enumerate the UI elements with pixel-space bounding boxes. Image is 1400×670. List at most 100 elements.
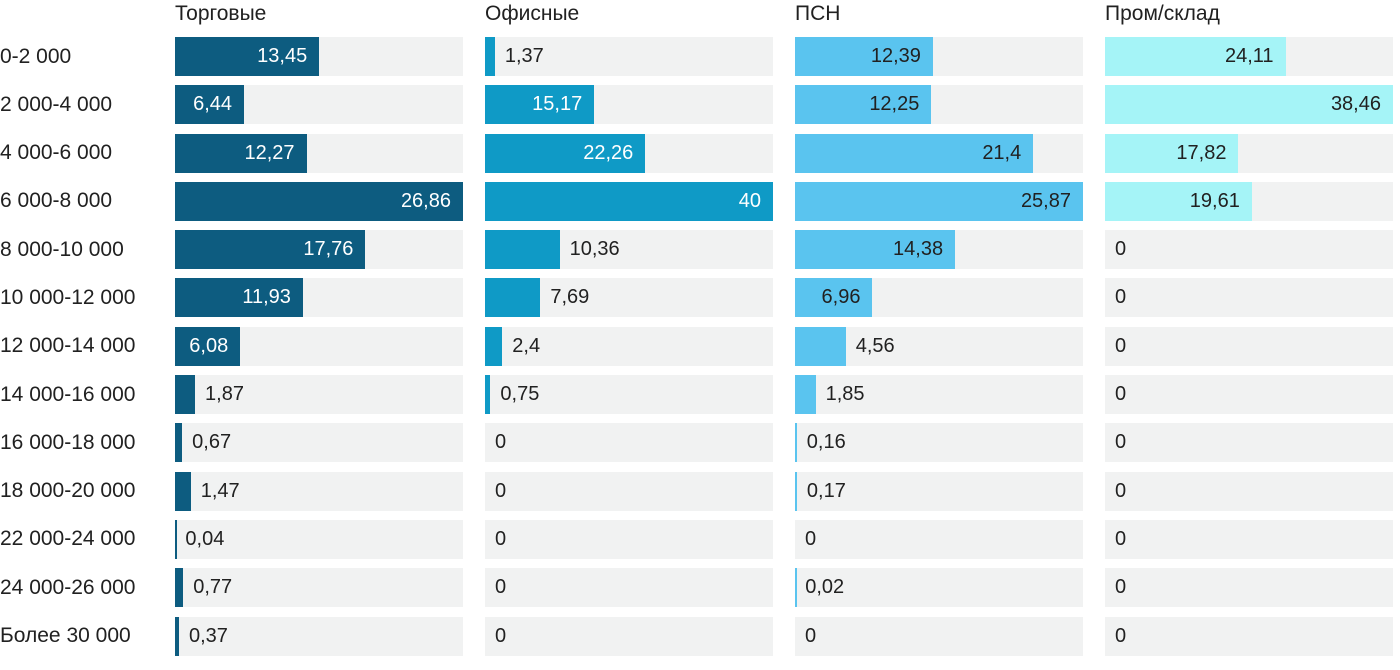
bar-fill[interactable] [795,85,932,125]
bar-value-label: 0 [1115,238,1127,261]
bar-track: 38,46 [1105,85,1393,125]
bar-fill[interactable] [485,278,541,318]
bar-track: 6,96 [795,278,1083,318]
bar-fill[interactable] [175,37,320,76]
bar-value-label: 10,36 [569,238,620,261]
bar-track: 0 [1105,423,1393,463]
bar-value-label: 0 [1115,286,1127,309]
bar-fill[interactable] [795,181,1083,221]
bar-fill[interactable] [795,375,816,415]
bar-fill[interactable] [795,568,797,608]
bar-track: 0 [485,471,773,511]
bar-track: 0 [1105,375,1393,415]
bar-track: 13,45 [175,37,463,76]
bar-fill[interactable] [795,133,1034,173]
bar-fill[interactable] [1105,181,1252,221]
bar-track: 0 [1105,278,1393,318]
bar-value-label: 0 [1115,479,1127,502]
bar-track: 1,37 [485,37,773,76]
bar-fill[interactable] [795,423,797,463]
bar-fill[interactable] [175,471,191,511]
bar-fill[interactable] [485,326,503,366]
row-label: 22 000-24 000 [0,527,136,551]
bar-track: 0 [1105,326,1393,366]
bar-fill[interactable] [485,133,646,173]
bar-fill[interactable] [485,37,495,76]
row-label: 6 000-8 000 [0,189,113,213]
bar-value-label: 0 [1115,624,1127,647]
bar-track: 15,17 [485,85,773,125]
bar-value-label: 0,02 [805,576,845,599]
bar-value-label: 14,38 [893,238,944,261]
bar-value-label: 25,87 [1020,189,1071,212]
bar-value-label: 0 [495,527,507,550]
chart-rows: 0-2 000 13,45 1,37 12,39 24,11 2 000-4 0… [0,37,1393,656]
bar-fill[interactable] [175,423,183,463]
bar-track: 24,11 [1105,37,1393,76]
bar-fill[interactable] [795,230,956,270]
bar-value-label: 26,86 [400,189,451,212]
bar-fill[interactable] [485,181,773,221]
bar-value-label: 0 [495,431,507,454]
bar-track: 40 [485,181,773,221]
bar-track: 11,93 [175,278,463,318]
bar-fill[interactable] [175,85,245,125]
bar-value-label: 0,77 [193,576,233,599]
bar-fill[interactable] [485,375,491,415]
header-row: Торговые Офисные ПСН Пром/склад [0,0,1393,37]
column-header-1: Торговые [175,2,267,25]
bar-fill[interactable] [175,230,366,270]
bar-track: 0 [485,423,773,463]
bar-fill[interactable] [795,326,846,366]
bar-track: 0 [485,616,773,656]
bar-track: 1,87 [175,375,463,415]
bar-fill[interactable] [175,616,179,656]
bar-fill[interactable] [795,278,873,318]
bar-value-label: 0 [495,479,507,502]
row-label: 14 000-16 000 [0,382,136,406]
bar-fill[interactable] [175,326,241,366]
bar-fill[interactable] [175,133,307,173]
bar-track: 17,76 [175,230,463,270]
bar-fill[interactable] [795,471,797,511]
bar-fill[interactable] [175,519,177,559]
bar-value-label: 0 [1115,383,1127,406]
bar-track: 12,39 [795,37,1083,76]
bar-fill[interactable] [175,278,303,318]
row-label: 18 000-20 000 [0,479,136,503]
column-header-3: ПСН [795,2,841,25]
row-label: 24 000-26 000 [0,575,136,599]
bar-track: 12,25 [795,85,1083,125]
bar-fill[interactable] [795,37,933,76]
bar-track: 0,16 [795,423,1083,463]
bar-track: 17,82 [1105,133,1393,173]
bar-value-label: 1,37 [504,45,544,67]
bar-value-label: 0,17 [806,479,846,502]
bar-fill[interactable] [1105,37,1286,76]
bar-fill[interactable] [485,85,595,125]
bar-value-label: 19,61 [1189,189,1240,212]
column-header-2: Офисные [485,2,580,25]
bar-value-label: 38,46 [1330,93,1381,116]
bar-value-label: 0 [495,576,507,599]
row-label: 2 000-4 000 [0,92,113,116]
bar-track: 1,47 [175,471,463,511]
bar-value-label: 12,25 [869,93,920,116]
bar-value-label: 0 [1115,334,1127,357]
bar-value-label: 13,45 [257,45,308,67]
bar-fill[interactable] [485,230,560,270]
bar-value-label: 0 [1115,431,1127,454]
bar-value-label: 1,85 [825,383,865,406]
bar-track: 19,61 [1105,181,1393,221]
bar-track: 10,36 [485,230,773,270]
bar-fill[interactable] [1105,133,1239,173]
bar-track: 0,77 [175,568,463,608]
bar-value-label: 17,82 [1176,141,1227,164]
bar-fill[interactable] [175,375,196,415]
bar-fill[interactable] [1105,85,1393,125]
bar-fill[interactable] [175,568,184,608]
bar-track: 0,37 [175,616,463,656]
bar-track: 1,85 [795,375,1083,415]
bar-value-label: 6,44 [193,93,233,116]
bar-fill[interactable] [175,181,463,221]
